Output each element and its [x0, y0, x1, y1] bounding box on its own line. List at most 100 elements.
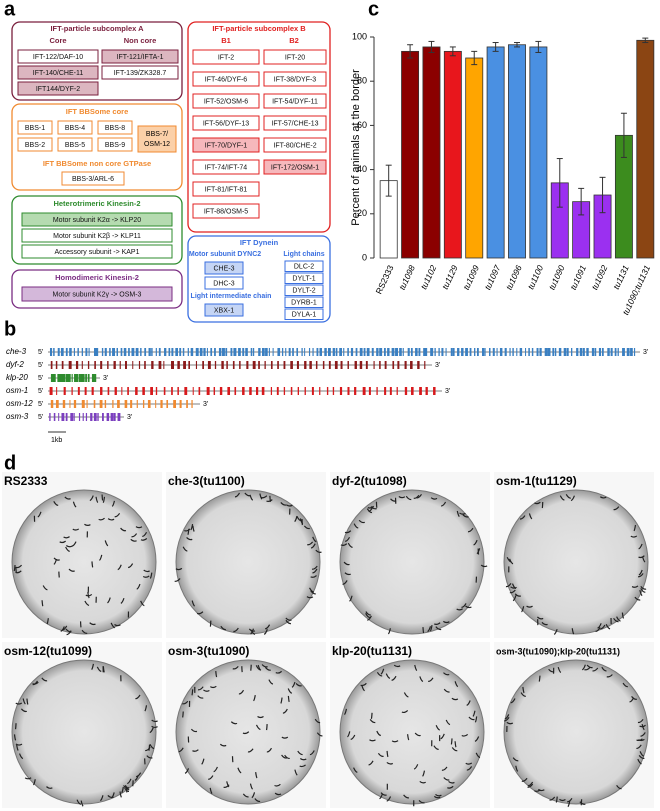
worm	[174, 578, 181, 582]
worm	[390, 498, 397, 502]
exon	[397, 361, 400, 369]
exon	[258, 348, 261, 356]
worm	[59, 540, 67, 544]
worm	[461, 603, 467, 608]
exon	[61, 413, 65, 421]
exon	[130, 400, 133, 408]
worm	[349, 595, 353, 602]
worm	[32, 779, 36, 786]
exon	[622, 348, 625, 356]
worm	[250, 664, 252, 671]
three-prime: 3'	[103, 375, 108, 382]
exon	[404, 387, 408, 395]
group-title: B1	[221, 36, 231, 45]
worm	[135, 526, 143, 529]
exon	[73, 400, 77, 408]
exon	[539, 348, 542, 356]
protein-label: XBX-1	[214, 307, 234, 314]
exon	[264, 361, 266, 369]
exon	[81, 361, 83, 369]
exon	[285, 348, 287, 356]
protein-box	[192, 93, 260, 109]
worm	[190, 523, 194, 531]
exon	[163, 361, 165, 369]
three-prime: 3'	[445, 388, 450, 395]
exon	[114, 387, 117, 395]
exon	[457, 348, 460, 356]
exon	[423, 348, 426, 356]
protein-label: IFT144/DYF-2	[36, 86, 80, 93]
worm	[405, 495, 412, 501]
worm	[280, 697, 283, 704]
y-tick-label: 100	[352, 31, 367, 41]
exon	[128, 348, 130, 356]
worm	[32, 680, 38, 686]
exon	[177, 361, 180, 369]
worm	[107, 597, 111, 604]
worm	[280, 502, 287, 506]
exon	[461, 348, 464, 356]
exon	[112, 348, 116, 356]
protein-label: BBS-1	[25, 125, 45, 132]
exon	[552, 348, 555, 356]
worm	[261, 664, 268, 668]
exon	[355, 348, 358, 356]
exon	[276, 387, 279, 395]
worm	[285, 619, 292, 625]
exon	[168, 348, 171, 356]
x-tick-label: RS2333	[373, 263, 395, 295]
exon	[155, 400, 157, 408]
worm	[451, 747, 458, 752]
genotype-label: osm-12(tu1099)	[4, 644, 92, 658]
exon	[465, 348, 468, 356]
bar	[443, 50, 462, 259]
worm	[53, 557, 60, 561]
exon	[281, 348, 284, 356]
worm	[178, 747, 184, 753]
protein-box	[192, 115, 260, 131]
worm	[120, 527, 127, 532]
worm	[367, 615, 372, 621]
worm	[557, 666, 562, 674]
worm	[294, 769, 298, 776]
worm	[605, 624, 611, 630]
exon	[175, 348, 178, 356]
exon	[117, 400, 120, 408]
exon	[142, 387, 145, 395]
protein-box	[284, 272, 324, 284]
genotype-label: dyf-2(tu1098)	[332, 474, 407, 488]
exon	[316, 348, 319, 356]
exon	[324, 348, 327, 356]
exon	[190, 348, 194, 356]
exon	[97, 413, 99, 421]
worm	[403, 794, 410, 799]
worm	[521, 777, 528, 782]
genotype-label: RS2333	[4, 474, 48, 488]
x-tick-label: tu1099	[461, 263, 481, 291]
worm	[633, 524, 637, 532]
protein-box	[284, 308, 324, 320]
worm	[367, 505, 375, 509]
worm	[148, 744, 151, 751]
exon	[113, 413, 116, 421]
worm	[342, 580, 348, 585]
worm	[316, 732, 323, 737]
exon	[607, 348, 610, 356]
worm	[310, 590, 316, 595]
exon	[202, 361, 205, 369]
group-title: Homodimeric Kinesin-2	[55, 273, 139, 282]
worm	[266, 747, 273, 753]
worm	[310, 575, 317, 578]
worm	[136, 583, 141, 590]
protein-label: IFT-57/CHE-13	[271, 120, 318, 127]
protein-label: IFT-54/DYF-11	[272, 98, 318, 105]
exon	[85, 413, 88, 421]
worm	[640, 585, 647, 590]
exon	[62, 374, 66, 382]
exon	[219, 387, 223, 395]
exon	[120, 348, 123, 356]
worm	[297, 750, 303, 756]
exon	[232, 361, 235, 369]
worm	[213, 766, 218, 773]
